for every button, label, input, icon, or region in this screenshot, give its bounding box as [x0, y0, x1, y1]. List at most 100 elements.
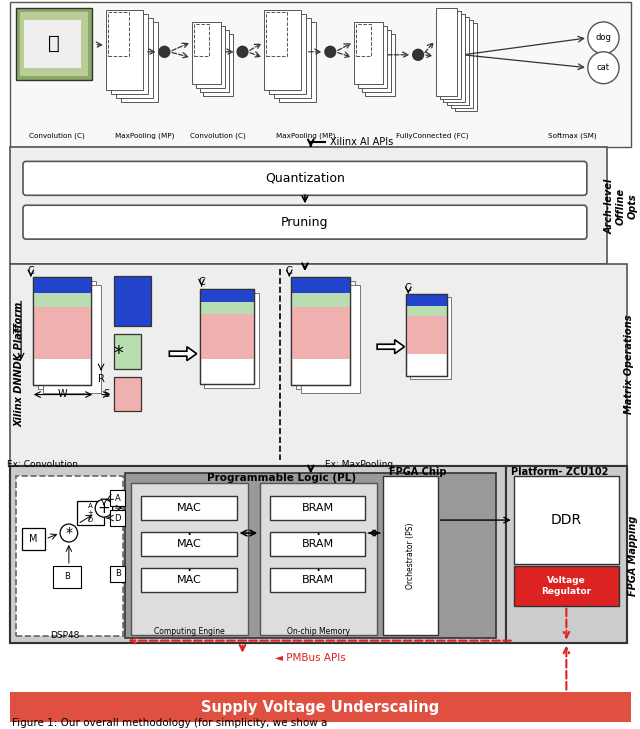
- Text: C: C: [28, 266, 34, 276]
- Text: MAC: MAC: [177, 575, 201, 585]
- Text: S: S: [104, 389, 110, 399]
- Bar: [455, 23, 477, 111]
- Bar: [264, 10, 301, 90]
- Bar: [406, 316, 447, 354]
- Text: .: .: [315, 521, 320, 539]
- Bar: [33, 307, 92, 359]
- Bar: [383, 476, 438, 635]
- Bar: [269, 14, 306, 93]
- Circle shape: [237, 47, 248, 58]
- Bar: [114, 276, 151, 326]
- Bar: [200, 289, 254, 302]
- Bar: [270, 496, 365, 520]
- Text: C: C: [198, 277, 205, 287]
- Bar: [24, 20, 81, 68]
- Bar: [278, 22, 316, 101]
- Bar: [141, 532, 237, 556]
- Text: On-chip Memory: On-chip Memory: [287, 627, 350, 636]
- Text: MAC: MAC: [177, 503, 201, 513]
- Text: .: .: [186, 521, 191, 539]
- Bar: [33, 277, 92, 385]
- Bar: [194, 24, 209, 56]
- Bar: [204, 34, 233, 95]
- Bar: [354, 22, 383, 84]
- Circle shape: [588, 22, 619, 54]
- Text: Ex: Convolution: Ex: Convolution: [7, 460, 78, 469]
- Bar: [296, 281, 355, 389]
- Text: BRAM: BRAM: [301, 503, 333, 513]
- Bar: [365, 34, 395, 95]
- Bar: [38, 281, 96, 389]
- Bar: [106, 10, 143, 90]
- Text: M: M: [29, 534, 38, 544]
- Bar: [114, 334, 141, 369]
- Bar: [447, 17, 469, 105]
- Bar: [141, 496, 237, 520]
- Bar: [33, 293, 92, 307]
- Text: R: R: [98, 373, 104, 383]
- Bar: [406, 294, 447, 306]
- Bar: [436, 8, 457, 95]
- Bar: [406, 294, 447, 375]
- Bar: [514, 566, 619, 606]
- Bar: [10, 2, 631, 147]
- Bar: [110, 510, 125, 526]
- Bar: [444, 14, 465, 101]
- Bar: [16, 8, 92, 79]
- Text: MaxPooling (MP): MaxPooling (MP): [276, 133, 335, 139]
- Bar: [42, 285, 101, 392]
- Bar: [291, 293, 350, 307]
- Bar: [125, 473, 496, 638]
- Polygon shape: [377, 340, 404, 354]
- Bar: [291, 277, 350, 385]
- Text: A
+
D: A + D: [88, 503, 93, 523]
- Text: Platform- ZCU102: Platform- ZCU102: [511, 467, 608, 477]
- Text: MAC: MAC: [177, 539, 201, 549]
- Text: Xilinx DNNDK Platform: Xilinx DNNDK Platform: [14, 302, 24, 427]
- Bar: [406, 294, 447, 375]
- Text: Convolution (C): Convolution (C): [29, 133, 85, 139]
- Bar: [514, 476, 619, 564]
- Bar: [406, 306, 447, 316]
- Bar: [200, 314, 254, 359]
- Bar: [196, 26, 225, 87]
- Bar: [110, 490, 125, 506]
- Text: Softmax (SM): Softmax (SM): [548, 133, 596, 139]
- Text: +: +: [97, 501, 110, 515]
- Text: MaxPooling (MP): MaxPooling (MP): [115, 133, 175, 139]
- Text: Quantization: Quantization: [265, 172, 345, 185]
- Bar: [451, 20, 473, 108]
- Text: Arch-level
Offline
Opts: Arch-level Offline Opts: [604, 179, 637, 234]
- Bar: [274, 18, 311, 98]
- Text: .: .: [186, 557, 191, 575]
- Bar: [10, 147, 607, 264]
- Bar: [192, 22, 221, 84]
- Text: Computing Engine: Computing Engine: [154, 627, 225, 636]
- Bar: [131, 483, 248, 635]
- Bar: [356, 24, 371, 56]
- Bar: [270, 568, 365, 592]
- Bar: [291, 277, 350, 385]
- Text: B: B: [64, 572, 70, 581]
- Text: Orchestrator (PS): Orchestrator (PS): [406, 523, 415, 589]
- Bar: [77, 501, 104, 525]
- Bar: [22, 528, 45, 550]
- Bar: [108, 12, 129, 56]
- Text: FPGA Chip: FPGA Chip: [389, 467, 446, 477]
- Text: Supply Voltage Underscaling: Supply Voltage Underscaling: [202, 700, 440, 715]
- Bar: [362, 30, 391, 92]
- Bar: [10, 693, 631, 722]
- Circle shape: [325, 47, 335, 58]
- Bar: [204, 293, 259, 388]
- Text: dog: dog: [595, 34, 611, 42]
- Bar: [53, 566, 81, 588]
- Text: A: A: [115, 494, 120, 503]
- Bar: [10, 467, 627, 643]
- Text: Convolution (C): Convolution (C): [190, 133, 246, 139]
- Bar: [270, 532, 365, 556]
- Bar: [301, 285, 360, 392]
- Text: cat: cat: [597, 63, 610, 72]
- Text: BRAM: BRAM: [301, 539, 333, 549]
- Text: ◄ PMBus APIs: ◄ PMBus APIs: [275, 652, 346, 663]
- Circle shape: [60, 524, 77, 542]
